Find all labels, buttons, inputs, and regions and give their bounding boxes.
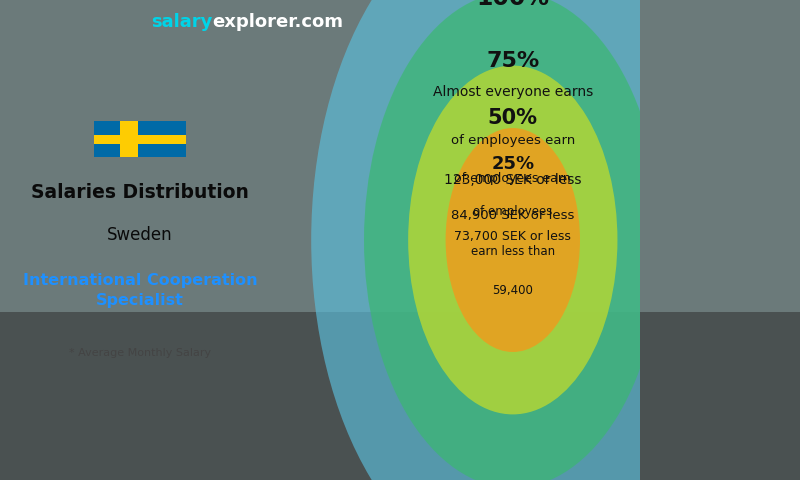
Text: 100%: 100% [476, 0, 550, 10]
Text: 75%: 75% [486, 51, 539, 72]
Ellipse shape [311, 0, 714, 480]
Text: 25%: 25% [491, 155, 534, 173]
Text: Sweden: Sweden [107, 226, 173, 244]
Text: 84,900 SEK or less: 84,900 SEK or less [451, 209, 574, 222]
Bar [94, 135, 186, 144]
Ellipse shape [408, 66, 618, 414]
Text: of employees: of employees [473, 205, 553, 218]
Bar [120, 121, 138, 157]
FancyBboxPatch shape [94, 121, 186, 157]
Text: Salaries Distribution: Salaries Distribution [31, 182, 249, 202]
Text: earn less than: earn less than [470, 245, 555, 258]
Text: 59,400: 59,400 [492, 284, 534, 297]
Text: of employees earn: of employees earn [454, 172, 571, 185]
Bar [0, 312, 800, 480]
Text: Almost everyone earns: Almost everyone earns [433, 85, 593, 99]
Text: 50%: 50% [488, 108, 538, 128]
Text: 123,000 SEK or less: 123,000 SEK or less [444, 172, 582, 187]
Text: of employees earn: of employees earn [450, 134, 575, 147]
Text: International Cooperation
Specialist: International Cooperation Specialist [22, 273, 258, 308]
Text: salary: salary [150, 12, 212, 31]
Text: * Average Monthly Salary: * Average Monthly Salary [69, 348, 211, 358]
Ellipse shape [364, 0, 662, 480]
Text: 73,700 SEK or less: 73,700 SEK or less [454, 230, 571, 243]
Ellipse shape [446, 128, 580, 352]
Text: explorer.com: explorer.com [212, 12, 343, 31]
